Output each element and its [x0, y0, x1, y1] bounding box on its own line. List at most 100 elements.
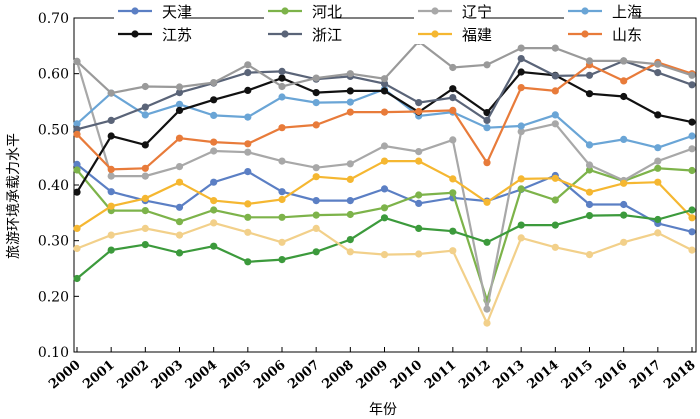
legend-item: 天津	[114, 1, 192, 21]
legend-item: 辽宁	[414, 1, 492, 21]
data-point	[73, 188, 81, 196]
data-point	[654, 229, 662, 237]
legend-label: 江苏	[162, 26, 192, 44]
data-point	[415, 224, 423, 232]
series-7	[73, 157, 696, 232]
data-point	[688, 214, 696, 222]
data-point	[278, 238, 286, 246]
data-point	[620, 57, 628, 65]
data-point	[141, 224, 149, 232]
series-line	[75, 61, 693, 310]
data-point	[688, 118, 696, 126]
data-point	[175, 218, 184, 226]
data-point	[380, 157, 389, 165]
data-point	[449, 106, 457, 114]
data-point	[141, 141, 149, 149]
x-tick-label: 2018	[661, 358, 698, 393]
data-point	[517, 221, 525, 229]
legend-label: 山东	[612, 26, 642, 44]
data-point	[654, 69, 662, 77]
data-point	[380, 214, 389, 222]
data-point	[73, 130, 81, 138]
data-point	[483, 238, 491, 246]
data-point	[278, 67, 286, 75]
data-point	[107, 116, 115, 124]
data-point	[210, 138, 218, 146]
data-point	[175, 89, 184, 97]
data-point	[415, 99, 423, 107]
data-point	[312, 74, 320, 82]
data-point	[210, 96, 218, 104]
data-point	[73, 166, 81, 174]
data-point	[278, 124, 286, 132]
data-point	[449, 247, 457, 255]
data-point	[73, 244, 81, 253]
data-point	[312, 121, 320, 129]
data-point	[346, 160, 354, 168]
data-point	[620, 135, 628, 143]
data-point	[107, 165, 115, 173]
y-axis-title: 旅游环境承载力水平	[6, 133, 22, 259]
data-point	[688, 132, 696, 140]
data-point	[585, 57, 594, 65]
data-point	[585, 200, 594, 209]
data-point	[620, 179, 628, 187]
data-point	[141, 111, 149, 119]
data-point	[483, 159, 491, 167]
x-tick-label: 2008	[320, 358, 357, 393]
data-point	[449, 175, 457, 183]
data-point	[278, 256, 286, 264]
data-point	[346, 210, 354, 219]
data-point	[654, 157, 662, 165]
data-point	[380, 142, 389, 150]
data-point	[244, 168, 252, 176]
data-point	[380, 87, 389, 95]
x-tick-label: 2007	[285, 358, 322, 393]
data-point	[210, 197, 218, 205]
plot-frame	[73, 17, 697, 353]
data-point	[244, 69, 252, 77]
data-point	[517, 175, 525, 183]
data-point	[175, 163, 184, 171]
data-point	[210, 147, 218, 155]
legend-marker	[131, 7, 139, 15]
data-point	[244, 140, 252, 148]
legend-label: 辽宁	[462, 3, 492, 21]
data-point	[278, 82, 286, 91]
data-point	[415, 199, 423, 207]
data-point	[244, 61, 252, 69]
data-point	[483, 319, 491, 327]
data-point	[517, 234, 525, 242]
data-point	[517, 68, 525, 76]
data-point	[107, 188, 115, 196]
y-tick-label: 0.20	[38, 289, 69, 305]
series-line	[76, 163, 693, 233]
legend-marker	[281, 30, 289, 38]
data-point	[346, 87, 354, 95]
data-point	[278, 213, 286, 221]
legend-item: 上海	[564, 1, 642, 21]
series-5	[73, 68, 696, 196]
data-point	[517, 122, 525, 130]
data-point	[688, 246, 696, 254]
x-tick-label: 2000	[46, 358, 83, 393]
data-point	[346, 175, 354, 183]
data-point	[210, 206, 218, 214]
y-tick-label: 0.70	[38, 11, 69, 27]
x-tick-label: 2002	[115, 358, 152, 393]
series-9	[73, 37, 696, 97]
legend-label: 上海	[612, 3, 642, 21]
data-point	[380, 108, 389, 116]
data-point	[107, 246, 115, 254]
data-point	[278, 74, 286, 82]
data-point	[141, 103, 149, 111]
data-point	[346, 98, 354, 106]
data-point	[141, 241, 149, 249]
legend-item: 山东	[564, 24, 642, 44]
data-point	[73, 57, 81, 65]
y-tick-label: 0.40	[38, 178, 69, 194]
data-point	[175, 203, 184, 211]
series-11	[73, 219, 696, 327]
